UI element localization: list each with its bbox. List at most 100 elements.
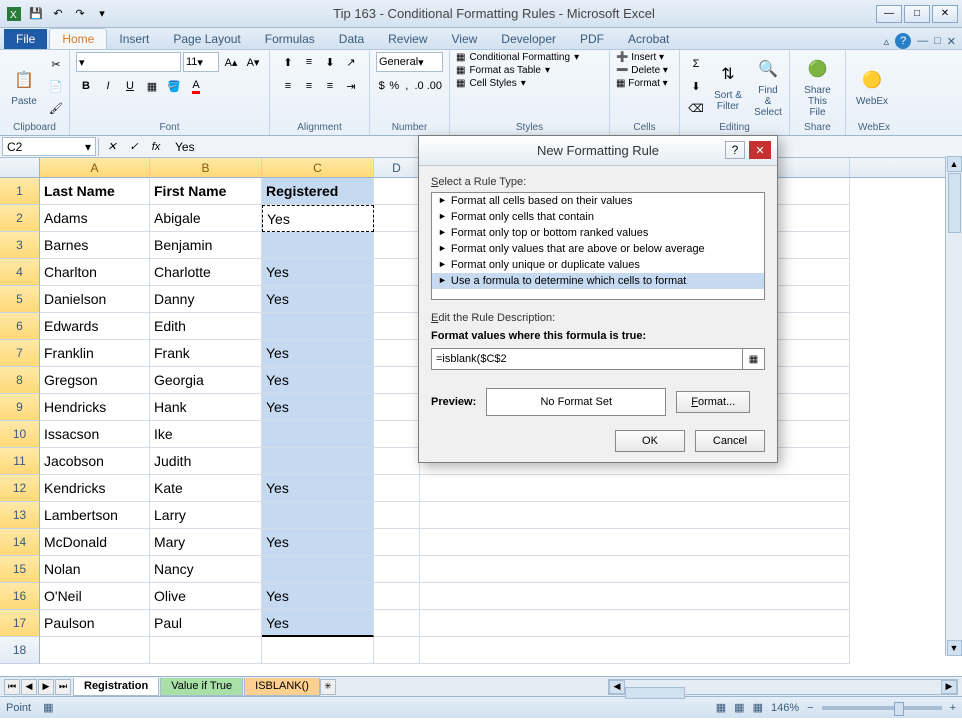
cell[interactable] xyxy=(262,232,374,259)
tab-insert[interactable]: Insert xyxy=(107,29,161,49)
zoom-slider[interactable] xyxy=(822,706,942,710)
cell[interactable]: Nancy xyxy=(150,556,262,583)
close-button[interactable]: ✕ xyxy=(932,5,958,23)
window-minimize-icon[interactable]: — xyxy=(917,35,928,47)
cell[interactable] xyxy=(374,421,420,448)
tab-page-layout[interactable]: Page Layout xyxy=(161,29,252,49)
cancel-formula-icon[interactable]: ✕ xyxy=(103,138,121,156)
first-sheet-icon[interactable]: ⏮ xyxy=(4,679,20,695)
row-header[interactable]: 4 xyxy=(0,259,40,286)
zoom-level[interactable]: 146% xyxy=(771,702,799,714)
cell[interactable] xyxy=(374,259,420,286)
sheet-tab-registration[interactable]: Registration xyxy=(73,678,159,696)
row-header[interactable]: 7 xyxy=(0,340,40,367)
autosum-icon[interactable]: Σ xyxy=(686,54,706,74)
col-header-a[interactable]: A xyxy=(40,158,150,177)
horizontal-scrollbar[interactable]: ◀ ▶ xyxy=(608,679,958,695)
cell[interactable]: Yes xyxy=(262,394,374,421)
dialog-close-icon[interactable]: ✕ xyxy=(749,141,771,159)
decrease-font-icon[interactable]: A▾ xyxy=(243,52,263,72)
window-restore-icon[interactable]: □ xyxy=(934,35,941,47)
cell-styles-button[interactable]: ▦Cell Styles ▾ xyxy=(456,78,603,89)
cell[interactable]: Danny xyxy=(150,286,262,313)
cell[interactable]: First Name xyxy=(150,178,262,205)
cell[interactable]: Benjamin xyxy=(150,232,262,259)
cell[interactable]: Hank xyxy=(150,394,262,421)
row-header[interactable]: 11 xyxy=(0,448,40,475)
cell[interactable]: Ike xyxy=(150,421,262,448)
cell[interactable] xyxy=(420,556,850,583)
cell[interactable] xyxy=(374,313,420,340)
cell[interactable]: Kate xyxy=(150,475,262,502)
row-header[interactable]: 18 xyxy=(0,637,40,664)
tab-view[interactable]: View xyxy=(440,29,490,49)
underline-button[interactable]: U xyxy=(120,76,140,96)
find-select-button[interactable]: 🔍Find & Select xyxy=(750,53,786,120)
cell[interactable]: Lambertson xyxy=(40,502,150,529)
minimize-ribbon-icon[interactable]: ▵ xyxy=(884,35,890,48)
sort-filter-button[interactable]: ⇅Sort & Filter xyxy=(710,58,746,114)
cell[interactable] xyxy=(262,313,374,340)
fill-color-icon[interactable]: 🪣 xyxy=(164,76,184,96)
cell[interactable] xyxy=(374,340,420,367)
row-header[interactable]: 2 xyxy=(0,205,40,232)
align-center-icon[interactable]: ≡ xyxy=(299,76,319,96)
font-color-icon[interactable]: A xyxy=(186,76,206,96)
increase-font-icon[interactable]: A▴ xyxy=(221,52,241,72)
cell[interactable] xyxy=(374,286,420,313)
col-header-d[interactable]: D xyxy=(374,158,420,177)
row-header[interactable]: 5 xyxy=(0,286,40,313)
bold-button[interactable]: B xyxy=(76,76,96,96)
cell[interactable]: McDonald xyxy=(40,529,150,556)
cell[interactable]: Yes xyxy=(262,286,374,313)
cell[interactable]: O'Neil xyxy=(40,583,150,610)
excel-icon[interactable]: X xyxy=(4,4,24,24)
cell[interactable]: Danielson xyxy=(40,286,150,313)
cell[interactable] xyxy=(374,205,420,232)
dialog-titlebar[interactable]: New Formatting Rule ? ✕ xyxy=(419,136,777,166)
tab-formulas[interactable]: Formulas xyxy=(253,29,327,49)
cell[interactable] xyxy=(420,637,850,664)
maximize-button[interactable]: □ xyxy=(904,5,930,23)
rule-type-item[interactable]: ►Format only cells that contain xyxy=(432,209,764,225)
row-header[interactable]: 3 xyxy=(0,232,40,259)
row-header[interactable]: 6 xyxy=(0,313,40,340)
rule-type-item[interactable]: ►Format only top or bottom ranked values xyxy=(432,225,764,241)
cell[interactable]: Barnes xyxy=(40,232,150,259)
rule-type-list[interactable]: ►Format all cells based on their values … xyxy=(431,192,765,300)
last-sheet-icon[interactable]: ⏭ xyxy=(55,679,71,695)
tab-home[interactable]: Home xyxy=(49,28,107,49)
tab-pdf[interactable]: PDF xyxy=(568,29,616,49)
cell[interactable]: Paul xyxy=(150,610,262,637)
cell[interactable]: Yes xyxy=(262,205,374,232)
cell[interactable]: Mary xyxy=(150,529,262,556)
format-painter-icon[interactable]: 🖌 xyxy=(46,98,66,118)
row-header[interactable]: 16 xyxy=(0,583,40,610)
row-header[interactable]: 9 xyxy=(0,394,40,421)
row-header[interactable]: 17 xyxy=(0,610,40,637)
cell[interactable]: Abigale xyxy=(150,205,262,232)
rule-type-item[interactable]: ►Format only values that are above or be… xyxy=(432,241,764,257)
row-header[interactable]: 13 xyxy=(0,502,40,529)
cell[interactable]: Yes xyxy=(262,529,374,556)
cell[interactable]: Charlton xyxy=(40,259,150,286)
conditional-formatting-button[interactable]: ▦Conditional Formatting ▾ xyxy=(456,52,603,63)
row-header[interactable]: 10 xyxy=(0,421,40,448)
cell[interactable] xyxy=(150,637,262,664)
col-header-b[interactable]: B xyxy=(150,158,262,177)
cell[interactable] xyxy=(420,610,850,637)
increase-decimal-icon[interactable]: .0 xyxy=(413,76,424,96)
scroll-left-icon[interactable]: ◀ xyxy=(609,680,625,694)
cell[interactable]: Larry xyxy=(150,502,262,529)
cell[interactable] xyxy=(374,232,420,259)
align-bottom-icon[interactable]: ⬇ xyxy=(320,52,340,72)
rule-type-item-selected[interactable]: ►Use a formula to determine which cells … xyxy=(432,273,764,289)
rule-type-item[interactable]: ►Format all cells based on their values xyxy=(432,193,764,209)
tab-review[interactable]: Review xyxy=(376,29,439,49)
align-right-icon[interactable]: ≡ xyxy=(320,76,340,96)
help-icon[interactable]: ? xyxy=(895,33,911,49)
col-header-c[interactable]: C xyxy=(262,158,374,177)
dialog-help-icon[interactable]: ? xyxy=(725,141,745,159)
scroll-thumb[interactable] xyxy=(948,173,961,233)
cell[interactable]: Franklin xyxy=(40,340,150,367)
